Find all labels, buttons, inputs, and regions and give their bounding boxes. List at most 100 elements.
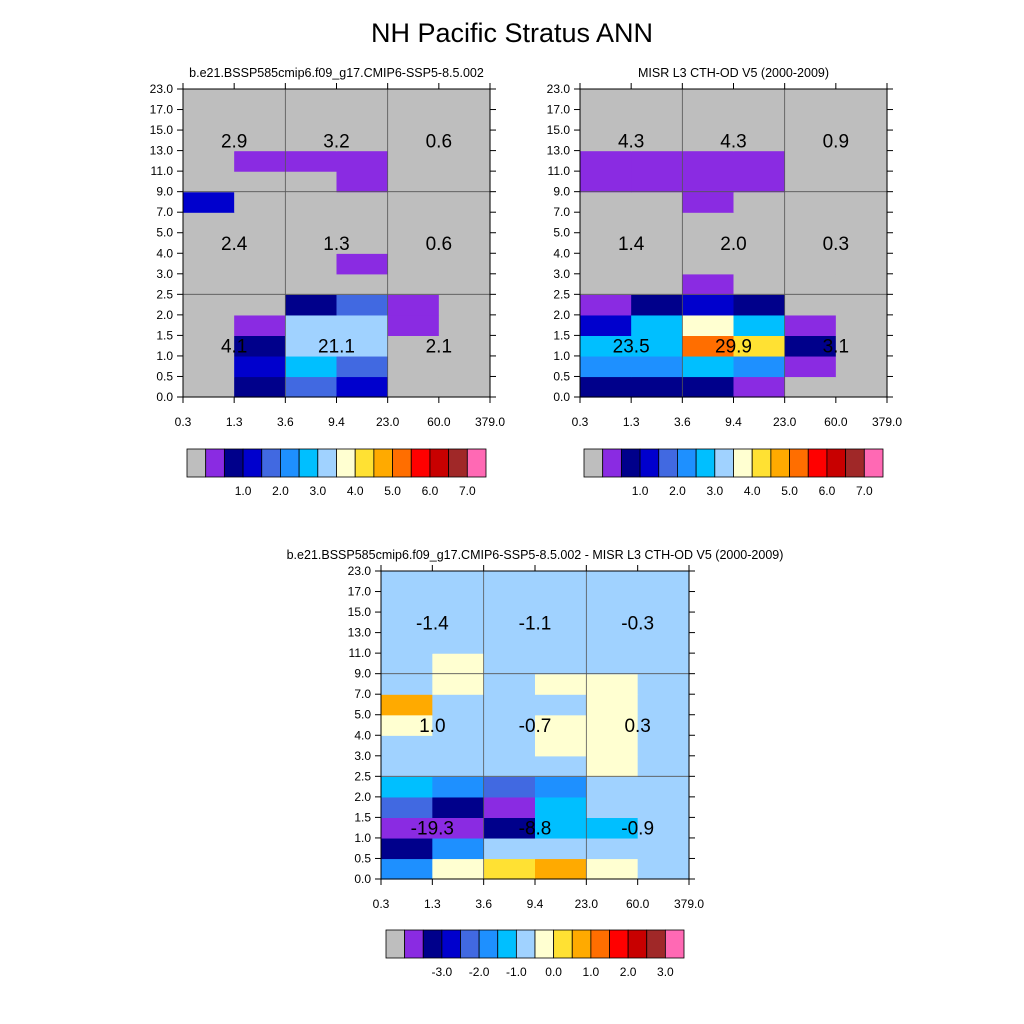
heatmap-cell: [387, 314, 440, 336]
heatmap-cell: [336, 171, 389, 193]
colorbar-box: [553, 929, 573, 959]
colorbar-box: [441, 929, 461, 959]
heatmap-cell: [336, 335, 389, 357]
heatmap-cells: [580, 89, 888, 398]
y-tick-label: 4.0: [156, 246, 173, 260]
heatmap-cell: [285, 273, 338, 295]
heatmap-cell: [535, 837, 587, 860]
heatmap-cell: [438, 335, 491, 357]
heatmap-cell: [432, 591, 485, 613]
colorbar-box: [186, 448, 207, 478]
heatmap-cell: [183, 89, 235, 111]
heatmap-cell: [631, 109, 683, 131]
x-tick-label: 0.3: [373, 897, 390, 911]
heatmap-cell: [784, 376, 837, 398]
heatmap-cell: [183, 130, 235, 152]
heatmap-cell: [586, 673, 639, 695]
heatmap-cell: [637, 837, 690, 860]
panel-2: MISR L3 CTH-OD V5 (2000-2009)0.00.51.01.…: [547, 66, 903, 498]
colorbar-box: [410, 448, 431, 478]
y-tick-label: 13.0: [150, 144, 174, 158]
data-label: 3.1: [823, 337, 849, 358]
heatmap-cell: [580, 130, 632, 152]
heatmap-cell: [336, 314, 389, 336]
colorbar-box: [602, 448, 622, 478]
heatmap-cell: [381, 591, 433, 613]
heatmap-cell: [631, 232, 683, 254]
heatmap-cell: [285, 191, 338, 213]
heatmap-cell: [631, 273, 683, 295]
heatmap-cell: [432, 653, 485, 675]
data-label: 3.2: [323, 131, 349, 152]
heatmap-cell: [835, 212, 888, 234]
heatmap-cell: [784, 294, 837, 316]
heatmap-cell: [637, 571, 690, 593]
colorbar-label: -1.0: [506, 965, 527, 979]
colorbar-box: [429, 448, 450, 478]
heatmap-cell: [631, 89, 683, 111]
heatmap-cell: [336, 294, 389, 316]
colorbar-label: 2.0: [272, 484, 289, 498]
heatmap-cell: [285, 253, 338, 275]
heatmap-cell: [234, 273, 286, 295]
heatmap-cell: [586, 755, 639, 777]
y-tick-label: 2.5: [354, 769, 371, 783]
heatmap-cell: [432, 817, 485, 839]
heatmap-cell: [432, 571, 485, 593]
heatmap-cell: [835, 273, 888, 295]
heatmap-cell: [483, 796, 536, 818]
heatmap-cell: [835, 232, 888, 254]
heatmap-cell: [285, 294, 338, 316]
heatmap-cell: [682, 89, 735, 111]
heatmap-cell: [586, 571, 639, 593]
heatmap-cell: [637, 673, 690, 695]
y-tick-label: 5.0: [553, 226, 570, 240]
heatmap-cell: [387, 109, 440, 131]
heatmap-cell: [535, 673, 587, 695]
data-label: 0.9: [823, 131, 849, 152]
heatmap-cell: [784, 191, 837, 213]
colorbar-box: [789, 448, 809, 478]
y-tick-label: 1.0: [156, 349, 173, 363]
colorbar-box: [385, 929, 406, 959]
y-tick-label: 2.0: [553, 308, 570, 322]
heatmap-cell: [631, 294, 683, 316]
heatmap-cell: [637, 694, 690, 716]
heatmap-cell: [285, 232, 338, 254]
x-tick-label: 60.0: [824, 415, 848, 429]
heatmap-cell: [637, 632, 690, 654]
heatmap-cell: [535, 632, 587, 654]
heatmap-cell: [637, 796, 690, 818]
y-tick-label: 3.0: [156, 267, 173, 281]
heatmap-cell: [637, 755, 690, 777]
y-tick-label: 17.0: [150, 103, 174, 117]
colorbar-box: [751, 448, 772, 478]
heatmap-cell: [682, 335, 735, 357]
heatmap-cell: [234, 171, 286, 193]
y-tick-label: 23.0: [348, 564, 372, 578]
heatmap-cell: [580, 376, 632, 398]
heatmap-cell: [438, 89, 491, 111]
heatmap-cells: [183, 89, 491, 398]
heatmap-cell: [784, 89, 837, 111]
colorbar-box: [460, 929, 480, 959]
x-tick-label: 1.3: [226, 415, 243, 429]
y-tick-label: 13.0: [348, 626, 372, 640]
heatmap-cell: [183, 109, 235, 131]
colorbar-box: [863, 448, 884, 478]
colorbar-box: [590, 929, 610, 959]
data-label: -0.9: [621, 819, 654, 840]
heatmap-cell: [535, 694, 587, 716]
y-tick-label: 4.0: [553, 246, 570, 260]
heatmap-cell: [183, 335, 235, 357]
heatmap-cell: [381, 796, 433, 818]
heatmap-cell: [733, 109, 786, 131]
heatmap-cell: [183, 314, 235, 336]
heatmap-cell: [580, 355, 632, 378]
colorbar-box: [845, 448, 865, 478]
data-label: -19.3: [411, 819, 454, 840]
y-tick-label: 0.0: [354, 872, 371, 886]
heatmap-cell: [285, 109, 338, 131]
colorbar-box: [422, 929, 443, 959]
y-tick-label: 23.0: [150, 82, 174, 96]
